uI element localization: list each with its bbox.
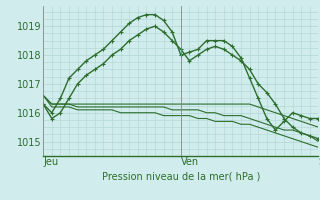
X-axis label: Pression niveau de la mer( hPa ): Pression niveau de la mer( hPa ) [102, 172, 260, 182]
